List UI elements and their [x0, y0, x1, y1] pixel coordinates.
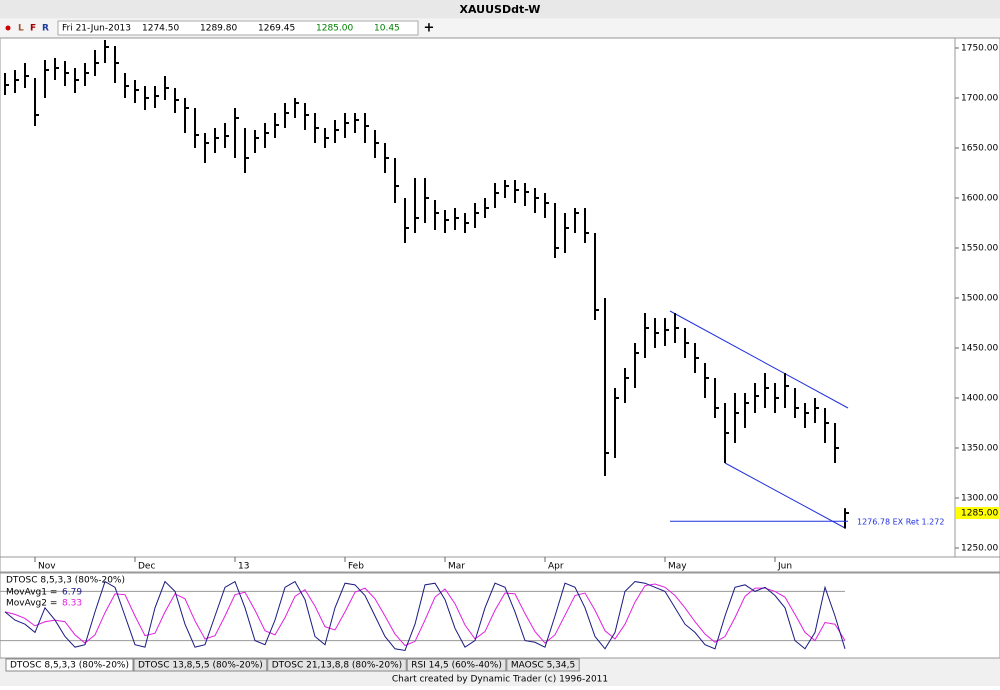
- quote-date: Fri 21-Jun-2013: [62, 24, 131, 34]
- tab-label[interactable]: DTOSC 21,13,8,8 (80%-20%): [272, 661, 402, 671]
- quote-low: 1269.45: [258, 24, 295, 34]
- price-panel: [0, 37, 956, 558]
- x-tick-label: Nov: [38, 562, 56, 572]
- target-label: 1276.78 EX Ret 1.272: [857, 518, 944, 527]
- oscillator-title: DTOSC 8,5,3,3 (80%-20%): [6, 576, 125, 586]
- flag[interactable]: L: [18, 24, 24, 34]
- last-price-box: [956, 507, 1000, 519]
- y-tick-label: 1750.00: [961, 44, 998, 54]
- legend-name: MovAvg1 =: [6, 588, 57, 598]
- y-tick-label: 1550.00: [961, 244, 998, 254]
- y-tick-label: 1350.00: [961, 444, 998, 454]
- flag[interactable]: R: [42, 24, 49, 34]
- flag[interactable]: F: [30, 24, 36, 34]
- quote-change: 10.45: [374, 24, 400, 34]
- oscillator-line: [4, 583, 846, 647]
- y-tick-label: 1650.00: [961, 144, 998, 154]
- quote-close: 1285.00: [316, 24, 353, 34]
- tab[interactable]: [506, 658, 580, 672]
- y-tick-label: 1450.00: [961, 344, 998, 354]
- oscillator-line: [4, 580, 846, 651]
- tab[interactable]: [5, 658, 134, 672]
- x-tick-label: Jun: [777, 562, 792, 572]
- tab[interactable]: [406, 658, 507, 672]
- x-tick-label: Mar: [448, 562, 465, 572]
- x-tick-label: 13: [238, 562, 249, 572]
- y-tick-label: 1400.00: [961, 394, 998, 404]
- legend-value: 8.33: [62, 599, 82, 609]
- status-dot: [5, 25, 11, 31]
- last-price-label: 1285.00: [961, 509, 998, 519]
- tab-label[interactable]: DTOSC 13,8,5,5 (80%-20%): [138, 661, 263, 671]
- tab[interactable]: [267, 658, 407, 672]
- tab-label[interactable]: RSI 14,5 (60%-40%): [411, 661, 502, 671]
- tab[interactable]: [133, 658, 268, 672]
- y-tick-label: 1500.00: [961, 294, 998, 304]
- x-tick-label: Dec: [138, 562, 155, 572]
- legend-value: 6.79: [62, 588, 82, 598]
- channel-line: [669, 310, 849, 409]
- y-tick-label: 1700.00: [961, 94, 998, 104]
- x-tick-label: May: [668, 562, 687, 572]
- footer: Chart created by Dynamic Trader (c) 1996…: [392, 675, 608, 685]
- channel-line: [724, 462, 846, 529]
- date-axis: [0, 556, 1000, 573]
- y-tick-label: 1250.00: [961, 544, 998, 554]
- tab-label[interactable]: MAOSC 5,34,5: [511, 661, 575, 671]
- tab-label[interactable]: DTOSC 8,5,3,3 (80%-20%): [10, 661, 129, 671]
- x-tick-label: Feb: [348, 562, 364, 572]
- quote-box: [57, 20, 419, 36]
- title-bar: [0, 0, 1000, 18]
- add-button[interactable]: +: [424, 21, 435, 36]
- oscillator-panel: [0, 572, 1000, 659]
- y-tick-label: 1600.00: [961, 194, 998, 204]
- y-tick-label: 1300.00: [961, 494, 998, 504]
- quote-open: 1274.50: [142, 24, 179, 34]
- window-title: XAUUSDdt-W: [460, 3, 541, 16]
- quote-high: 1289.80: [200, 24, 237, 34]
- legend-name: MovAvg2 =: [6, 599, 57, 609]
- x-tick-label: Apr: [548, 562, 564, 572]
